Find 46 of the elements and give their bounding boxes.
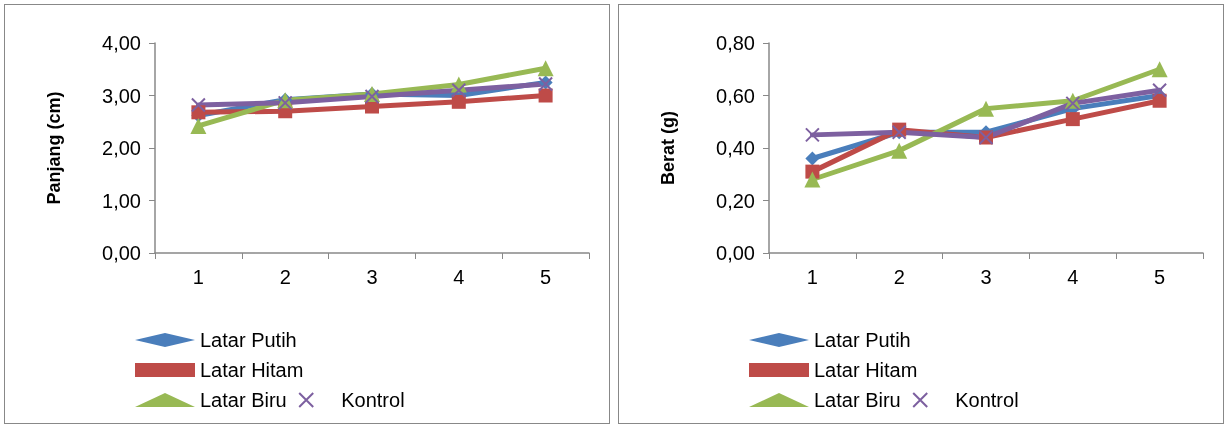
y-tick-label: 0,80 [716, 32, 755, 54]
legend-label: Latar Hitam [200, 359, 304, 381]
point [190, 117, 207, 134]
point [451, 94, 466, 109]
legend-label: Latar Putih [200, 329, 297, 351]
point [538, 88, 553, 103]
y-tick-label: 4,00 [102, 32, 141, 54]
point [804, 171, 821, 188]
x-tick-label: 5 [1154, 266, 1166, 288]
legend-label: Kontrol [341, 389, 405, 411]
y-axis-title: Panjang (cm) [44, 91, 64, 205]
legend-label: Kontrol [955, 389, 1019, 411]
legend-label: Latar Biru [200, 389, 287, 411]
point [805, 151, 820, 166]
y-tick-label: 0,60 [716, 84, 755, 107]
point [978, 100, 994, 117]
point [1152, 82, 1168, 98]
legend-label: Latar Biru [814, 389, 901, 411]
y-tick-label: 2,00 [102, 137, 141, 159]
x-tick-label: 1 [806, 266, 818, 288]
legend-label: Latar Putih [814, 329, 911, 351]
point [1151, 61, 1168, 78]
y-tick-label: 0,20 [716, 189, 755, 212]
x-tick-label: 3 [366, 266, 378, 288]
point [1065, 112, 1080, 127]
point [1152, 93, 1167, 108]
x-tick-label: 2 [279, 266, 291, 288]
y-tick-label: 0,40 [716, 137, 755, 159]
point [190, 97, 206, 113]
point [451, 82, 467, 98]
x-tick-label: 3 [980, 266, 992, 288]
point [804, 127, 820, 143]
y-tick-label: 0,00 [102, 242, 141, 264]
x-tick-label: 4 [1067, 266, 1079, 288]
x-tick-label: 1 [192, 266, 204, 288]
y-tick-label: 0,00 [716, 242, 755, 264]
point [537, 60, 554, 77]
y-tick-label: 3,00 [102, 84, 141, 107]
x-tick-label: 4 [453, 266, 465, 288]
y-axis-title: Berat (g) [658, 110, 678, 186]
legend-label: Latar Hitam [814, 359, 918, 381]
point [891, 142, 908, 159]
y-tick-label: 1,00 [102, 189, 141, 212]
x-tick-label: 2 [893, 266, 905, 288]
x-tick-label: 5 [540, 266, 552, 288]
point [364, 89, 380, 105]
